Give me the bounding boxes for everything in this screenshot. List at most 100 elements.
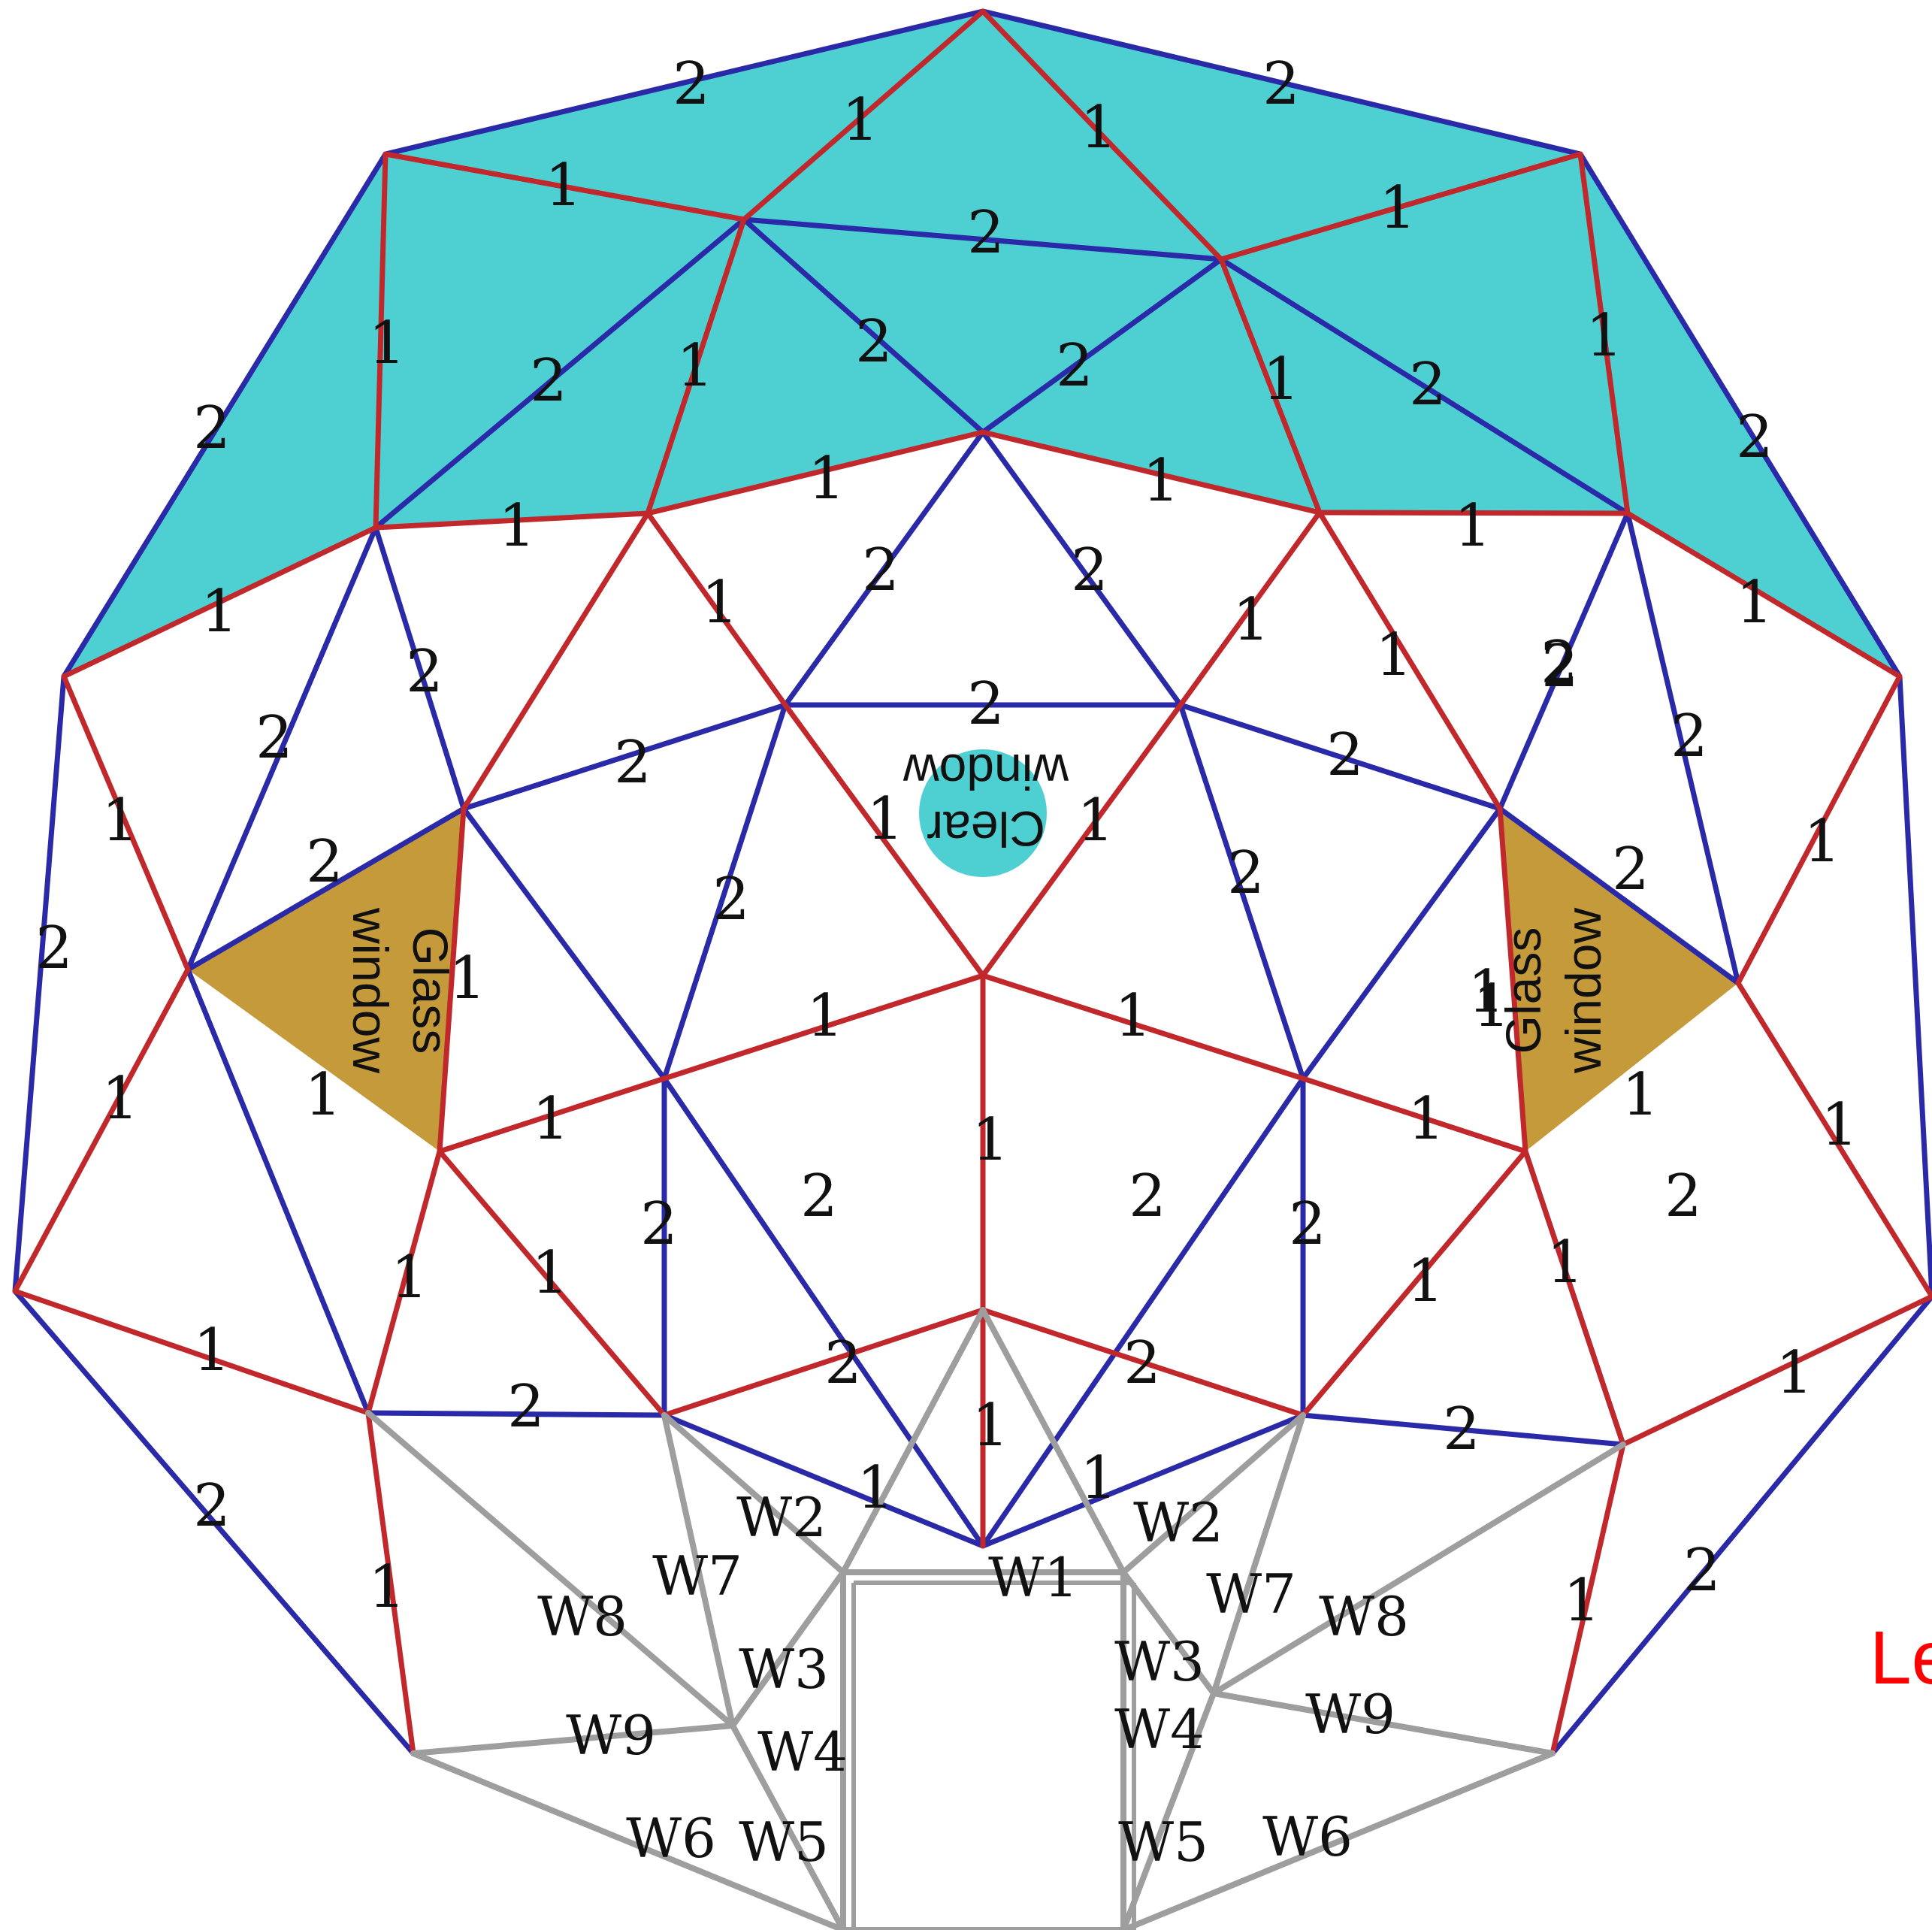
strut-code-label: 1 <box>1473 973 1510 1040</box>
wall-strut <box>1211 1690 1556 1756</box>
strut-type-2 <box>185 525 379 973</box>
strut-code-label: 1 <box>1622 1061 1659 1129</box>
strut-type-2 <box>1300 806 1503 1081</box>
strut-type-1 <box>437 1148 667 1418</box>
wall-code-label: W1 <box>988 1546 1078 1609</box>
strut-code-label: 1 <box>1080 94 1117 162</box>
strut-code-label: 2 <box>855 308 893 376</box>
strut-code-label: 1 <box>532 1085 570 1153</box>
strut-type-1 <box>1218 256 1323 516</box>
window-layer: Clear window Glass window Glass window <box>343 744 1611 1074</box>
strut-code-label: 1 <box>1736 569 1773 637</box>
strut-code-label: 1 <box>1080 1444 1117 1512</box>
strut-type-2 <box>185 967 371 1416</box>
wall-code-label: W7 <box>652 1544 742 1608</box>
strut-code-label: 1 <box>972 1392 1009 1460</box>
strut-code-label: 1 <box>368 1553 406 1621</box>
strut-type-1 <box>61 525 379 679</box>
panel-glass-right <box>1500 809 1738 1151</box>
strut-code-label: 1 <box>1077 787 1114 855</box>
clear-window-circle <box>919 749 1047 877</box>
strut-type-2 <box>980 1075 1306 1549</box>
strut-code-label: 1 <box>842 86 879 154</box>
strut-type-1 <box>1300 1075 1528 1154</box>
panel-glass-left <box>188 809 464 1151</box>
strut-code-label: 2 <box>800 1163 838 1230</box>
strut-type-1 <box>1317 510 1503 812</box>
strut-type-2 <box>61 151 389 679</box>
strut-code-label: 2 <box>1056 332 1093 400</box>
strut-type-2 <box>661 1075 986 1549</box>
strut-type-1 <box>1620 1293 1932 1448</box>
strut-type-2 <box>12 673 67 1294</box>
strut-type-1 <box>1550 1441 1626 1756</box>
strut-type-1 <box>1522 1148 1626 1448</box>
strut-code-label: 1 <box>304 1061 342 1129</box>
wall-strut <box>410 1750 846 1930</box>
strut-code-label: 2 <box>255 704 293 772</box>
strut-type-1 <box>980 8 1224 262</box>
strut-code-label: 1 <box>1232 586 1270 654</box>
wall-code-label: W3 <box>739 1638 829 1701</box>
strut-type-1 <box>12 1288 371 1416</box>
strut-type-2 <box>741 216 1224 262</box>
strut-code-label: 2 <box>406 638 443 706</box>
strut-type-1 <box>645 429 986 516</box>
strut-code-label: 2 <box>967 199 1005 267</box>
strut-code-label: 1 <box>808 445 845 513</box>
strut-code-label: 2 <box>1541 633 1579 700</box>
wall-strut <box>1120 1569 1217 1696</box>
wall-strut <box>410 1723 736 1756</box>
strut-code-label: 2 <box>1071 537 1108 604</box>
strut-type-2 <box>782 429 986 708</box>
strut-type-1 <box>61 673 191 973</box>
glass-window-right-label-line2: window <box>1556 908 1611 1074</box>
strut-code-label: 1 <box>1262 346 1300 413</box>
strut-code-label: 1 <box>1563 1567 1601 1635</box>
strut-code-label: 1 <box>972 1106 1009 1174</box>
strut-code-label: 2 <box>824 1330 862 1397</box>
wall-strut <box>661 1412 736 1729</box>
strut-code-label: 1 <box>1379 174 1416 242</box>
strut-code-label: 2 <box>1227 839 1265 907</box>
strut-type-1 <box>373 510 651 531</box>
strut-type-2 <box>980 256 1224 435</box>
strut-code-label: 1 <box>201 578 238 646</box>
wall-code-label: W2 <box>1133 1491 1223 1554</box>
strut-type-2 <box>1497 510 1631 812</box>
strut-code-label: 2 <box>507 1373 545 1441</box>
strut-type-1 <box>365 1148 443 1416</box>
strut-type-1 <box>645 216 747 516</box>
wall-strut <box>980 1307 1126 1575</box>
strut-type-2 <box>461 702 788 812</box>
strut-code-label: 1 <box>1468 958 1505 1026</box>
strut-type-1 <box>1625 510 1903 679</box>
strut-type-1 <box>12 967 191 1294</box>
strut-type-2 <box>373 216 747 531</box>
strut-code-label: 1 <box>676 332 714 400</box>
strut-code-label: 2 <box>1409 351 1447 419</box>
wall-code-label: W9 <box>1305 1683 1395 1746</box>
strut-code-label: 2 <box>1612 836 1649 903</box>
wall-strut <box>661 1412 846 1575</box>
clear-window-label-line1: Clear <box>927 801 1045 857</box>
strut-code-label: 2 <box>862 537 899 604</box>
strut-type-2 <box>461 806 667 1081</box>
strut-code-label: 1 <box>368 310 406 377</box>
wall-code-label: W9 <box>566 1704 656 1767</box>
wall-code-label: W3 <box>1114 1630 1205 1693</box>
strut-type-1 <box>980 702 1184 979</box>
clear-window-label-line2: window <box>903 744 1069 800</box>
strut-code-label: 2 <box>1664 1163 1702 1230</box>
panel-cap <box>64 11 1900 676</box>
strut-code-label: 2 <box>1123 1330 1161 1397</box>
wall-strut <box>365 1410 736 1729</box>
strut-code-label: 1 <box>545 152 582 219</box>
strut-code-label: 2 <box>640 1190 678 1258</box>
strut-code-label: 2 <box>614 729 652 797</box>
strut-type-2 <box>1577 151 1903 679</box>
strut-type-2 <box>373 525 467 812</box>
strut-type-1 <box>1300 1148 1528 1418</box>
strut-type-2 <box>185 806 467 973</box>
strut-code-label: 1 <box>1454 492 1492 560</box>
